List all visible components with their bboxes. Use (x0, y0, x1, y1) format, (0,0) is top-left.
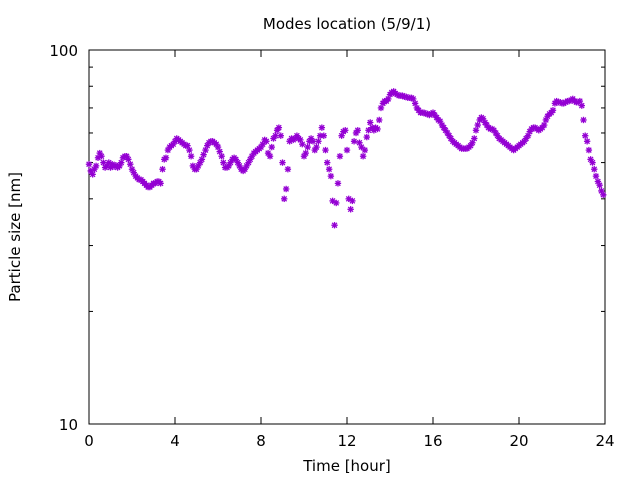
data-point (358, 143, 365, 151)
data-point (322, 146, 329, 154)
data-point (162, 154, 170, 161)
data-point (275, 124, 283, 131)
plot-frame (88, 49, 606, 425)
data-point (127, 161, 134, 168)
x-tick-label: 12 (337, 432, 356, 450)
data-point (266, 153, 274, 160)
x-axis-label: Time [hour] (302, 457, 391, 475)
data-point (118, 159, 125, 166)
data-point (540, 121, 548, 129)
data-points (85, 88, 607, 229)
data-point (218, 153, 225, 160)
data-point (85, 161, 93, 168)
data-point (318, 124, 326, 131)
x-tick-label: 16 (423, 432, 442, 450)
data-point (320, 132, 327, 139)
data-point (600, 191, 607, 199)
data-point (263, 138, 270, 145)
data-point (582, 132, 589, 139)
data-point (583, 138, 591, 145)
data-point (472, 127, 480, 134)
data-point (325, 166, 333, 173)
data-point (186, 146, 193, 154)
data-point (277, 132, 284, 139)
tick-labels: 0 4 8 12 16 20 24 10 100 (49, 42, 614, 450)
data-point (281, 195, 288, 203)
data-point (315, 138, 322, 145)
data-point (374, 125, 381, 133)
y-axis-label: Particle size [nm] (6, 172, 24, 302)
x-tick-label: 20 (509, 432, 528, 450)
data-point (302, 149, 309, 157)
data-point (589, 159, 596, 166)
data-point (471, 135, 478, 142)
data-point (98, 153, 105, 160)
data-point (367, 119, 374, 126)
data-point (268, 143, 275, 151)
x-tick-label: 0 (84, 432, 94, 450)
data-point (361, 146, 369, 154)
data-point (363, 133, 370, 141)
data-point (331, 222, 338, 229)
data-point (171, 138, 179, 145)
data-point (125, 156, 132, 163)
data-point (365, 127, 372, 134)
data-point (272, 132, 279, 139)
data-point (284, 166, 292, 173)
data-point (89, 171, 96, 178)
data-point (343, 146, 351, 154)
data-point (467, 142, 474, 149)
data-point (92, 162, 100, 170)
y-tick-label: 10 (59, 416, 78, 434)
chart-title: Modes location (5/9/1) (263, 15, 431, 33)
data-point (309, 138, 317, 145)
data-point (159, 166, 166, 173)
data-point (578, 102, 585, 109)
data-point (327, 172, 335, 180)
data-point (279, 159, 286, 166)
data-point (354, 127, 361, 134)
data-point (334, 180, 342, 187)
data-point (282, 185, 290, 193)
data-point (299, 140, 306, 148)
y-tick-label: 100 (49, 42, 78, 60)
data-point (359, 153, 367, 160)
data-point (591, 166, 598, 173)
data-point (376, 116, 383, 124)
axis-ticks (88, 49, 606, 425)
x-tick-label: 8 (256, 432, 266, 450)
data-point (333, 199, 340, 207)
data-point (474, 121, 481, 129)
x-tick-label: 4 (170, 432, 180, 450)
data-point (336, 153, 344, 160)
data-point (350, 138, 358, 145)
data-point (349, 197, 356, 205)
data-point (220, 159, 227, 166)
x-tick-label: 24 (595, 432, 614, 450)
data-point (313, 143, 320, 151)
data-point (347, 206, 354, 213)
data-point (324, 159, 331, 166)
data-point (304, 143, 311, 151)
data-point (342, 127, 349, 134)
data-point (157, 180, 164, 187)
data-point (592, 172, 600, 180)
data-point (585, 146, 593, 154)
data-point (189, 162, 197, 170)
data-point (596, 182, 603, 189)
data-point (549, 107, 557, 114)
data-point (187, 153, 195, 160)
data-point (580, 116, 587, 124)
